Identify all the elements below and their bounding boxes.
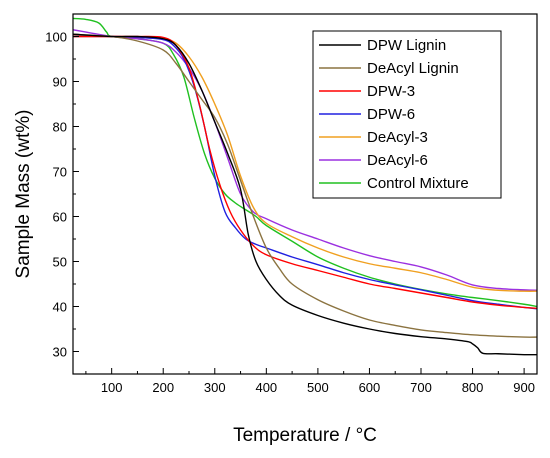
legend-label: DPW-6 — [367, 106, 415, 123]
y-tick-label: 80 — [53, 120, 67, 135]
y-axis-title: Sample Mass (wt%) — [13, 110, 34, 279]
legend-label: DPW-3 — [367, 83, 415, 100]
series-line-dpw-6 — [73, 35, 537, 310]
series-line-dpw-lignin — [73, 33, 537, 356]
x-tick-label: 800 — [462, 380, 484, 395]
x-tick-label: 100 — [101, 380, 123, 395]
x-tick-label: 400 — [255, 380, 277, 395]
y-tick-label: 90 — [53, 75, 67, 90]
y-tick-label: 50 — [53, 255, 67, 270]
y-tick-label: 100 — [45, 30, 67, 45]
legend-label: DeAcyl-6 — [367, 152, 428, 169]
legend-label: DeAcyl Lignin — [367, 60, 459, 77]
x-tick-label: 600 — [359, 380, 381, 395]
ticks-layer: 100 200 300 400 500 600 700 800 900 30 40 50 60 70 80 9… — [45, 13, 535, 395]
y-tick-label: 60 — [53, 210, 67, 225]
series-line-deacyl-lignin — [73, 33, 537, 338]
x-axis-title: Temperature / °C — [233, 425, 377, 446]
series-layer — [73, 17, 537, 356]
legend-label: DeAcyl-3 — [367, 129, 428, 146]
x-tick-label: 700 — [410, 380, 432, 395]
x-tick-label: 500 — [307, 380, 329, 395]
legend-label: DPW Lignin — [367, 37, 446, 54]
y-tick-label: 70 — [53, 165, 67, 180]
x-tick-label: 900 — [513, 380, 535, 395]
y-tick-label: 40 — [53, 300, 67, 315]
series-line-deacyl-6 — [73, 29, 537, 291]
x-tick-label: 200 — [152, 380, 174, 395]
legend: DPW Lignin DeAcyl Lignin DPW-3 DPW-6 DeAcyl-… — [312, 30, 502, 199]
x-tick-label: 300 — [204, 380, 226, 395]
legend-label: Control Mixture — [367, 175, 469, 192]
y-tick-label: 30 — [53, 345, 67, 360]
